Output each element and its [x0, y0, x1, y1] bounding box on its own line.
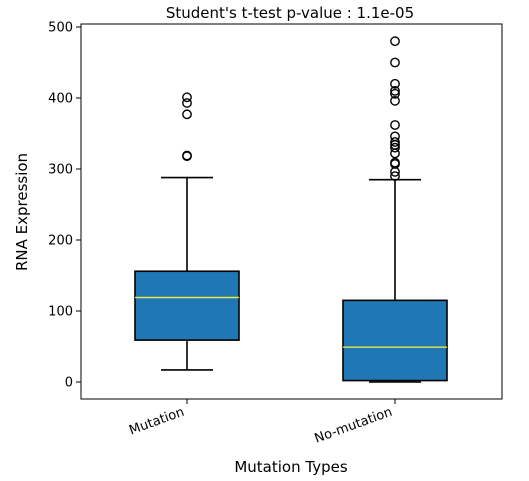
- outlier-point: [390, 57, 400, 68]
- outlier-point: [390, 171, 400, 182]
- x-tick-label: No-mutation: [313, 405, 395, 447]
- outlier-point: [390, 142, 400, 153]
- outlier-point: [390, 120, 400, 130]
- box-iqr: [134, 270, 240, 341]
- y-tick-label: 0: [65, 376, 73, 391]
- y-axis-label: RNA Expression: [13, 153, 31, 271]
- x-tick-label: Mutation: [127, 405, 186, 439]
- box-group-no-mutation: [342, 36, 448, 383]
- chart-title: Student's t-test p-value : 1.1e-05: [166, 4, 414, 22]
- outlier-point: [390, 36, 400, 47]
- outlier-point: [390, 86, 400, 96]
- box-group-mutation: [134, 92, 240, 371]
- y-tick-label: 100: [48, 305, 73, 320]
- y-tick-label: 300: [48, 163, 73, 178]
- plot-frame: [80, 23, 503, 400]
- outlier-point: [182, 150, 192, 161]
- outlier-point: [182, 92, 192, 103]
- outlier-point: [182, 98, 192, 108]
- outlier-point: [390, 88, 400, 99]
- outlier-point: [390, 131, 400, 142]
- y-tick-label: 200: [48, 234, 73, 249]
- outlier-point: [182, 109, 192, 120]
- outlier-point: [390, 137, 400, 147]
- x-axis-label: Mutation Types: [234, 458, 347, 476]
- outlier-point: [390, 95, 400, 106]
- box-iqr: [342, 299, 448, 382]
- outlier-point: [390, 157, 400, 168]
- outlier-point: [390, 78, 400, 89]
- y-tick-label: 500: [48, 21, 73, 36]
- y-tick-label: 400: [48, 92, 73, 107]
